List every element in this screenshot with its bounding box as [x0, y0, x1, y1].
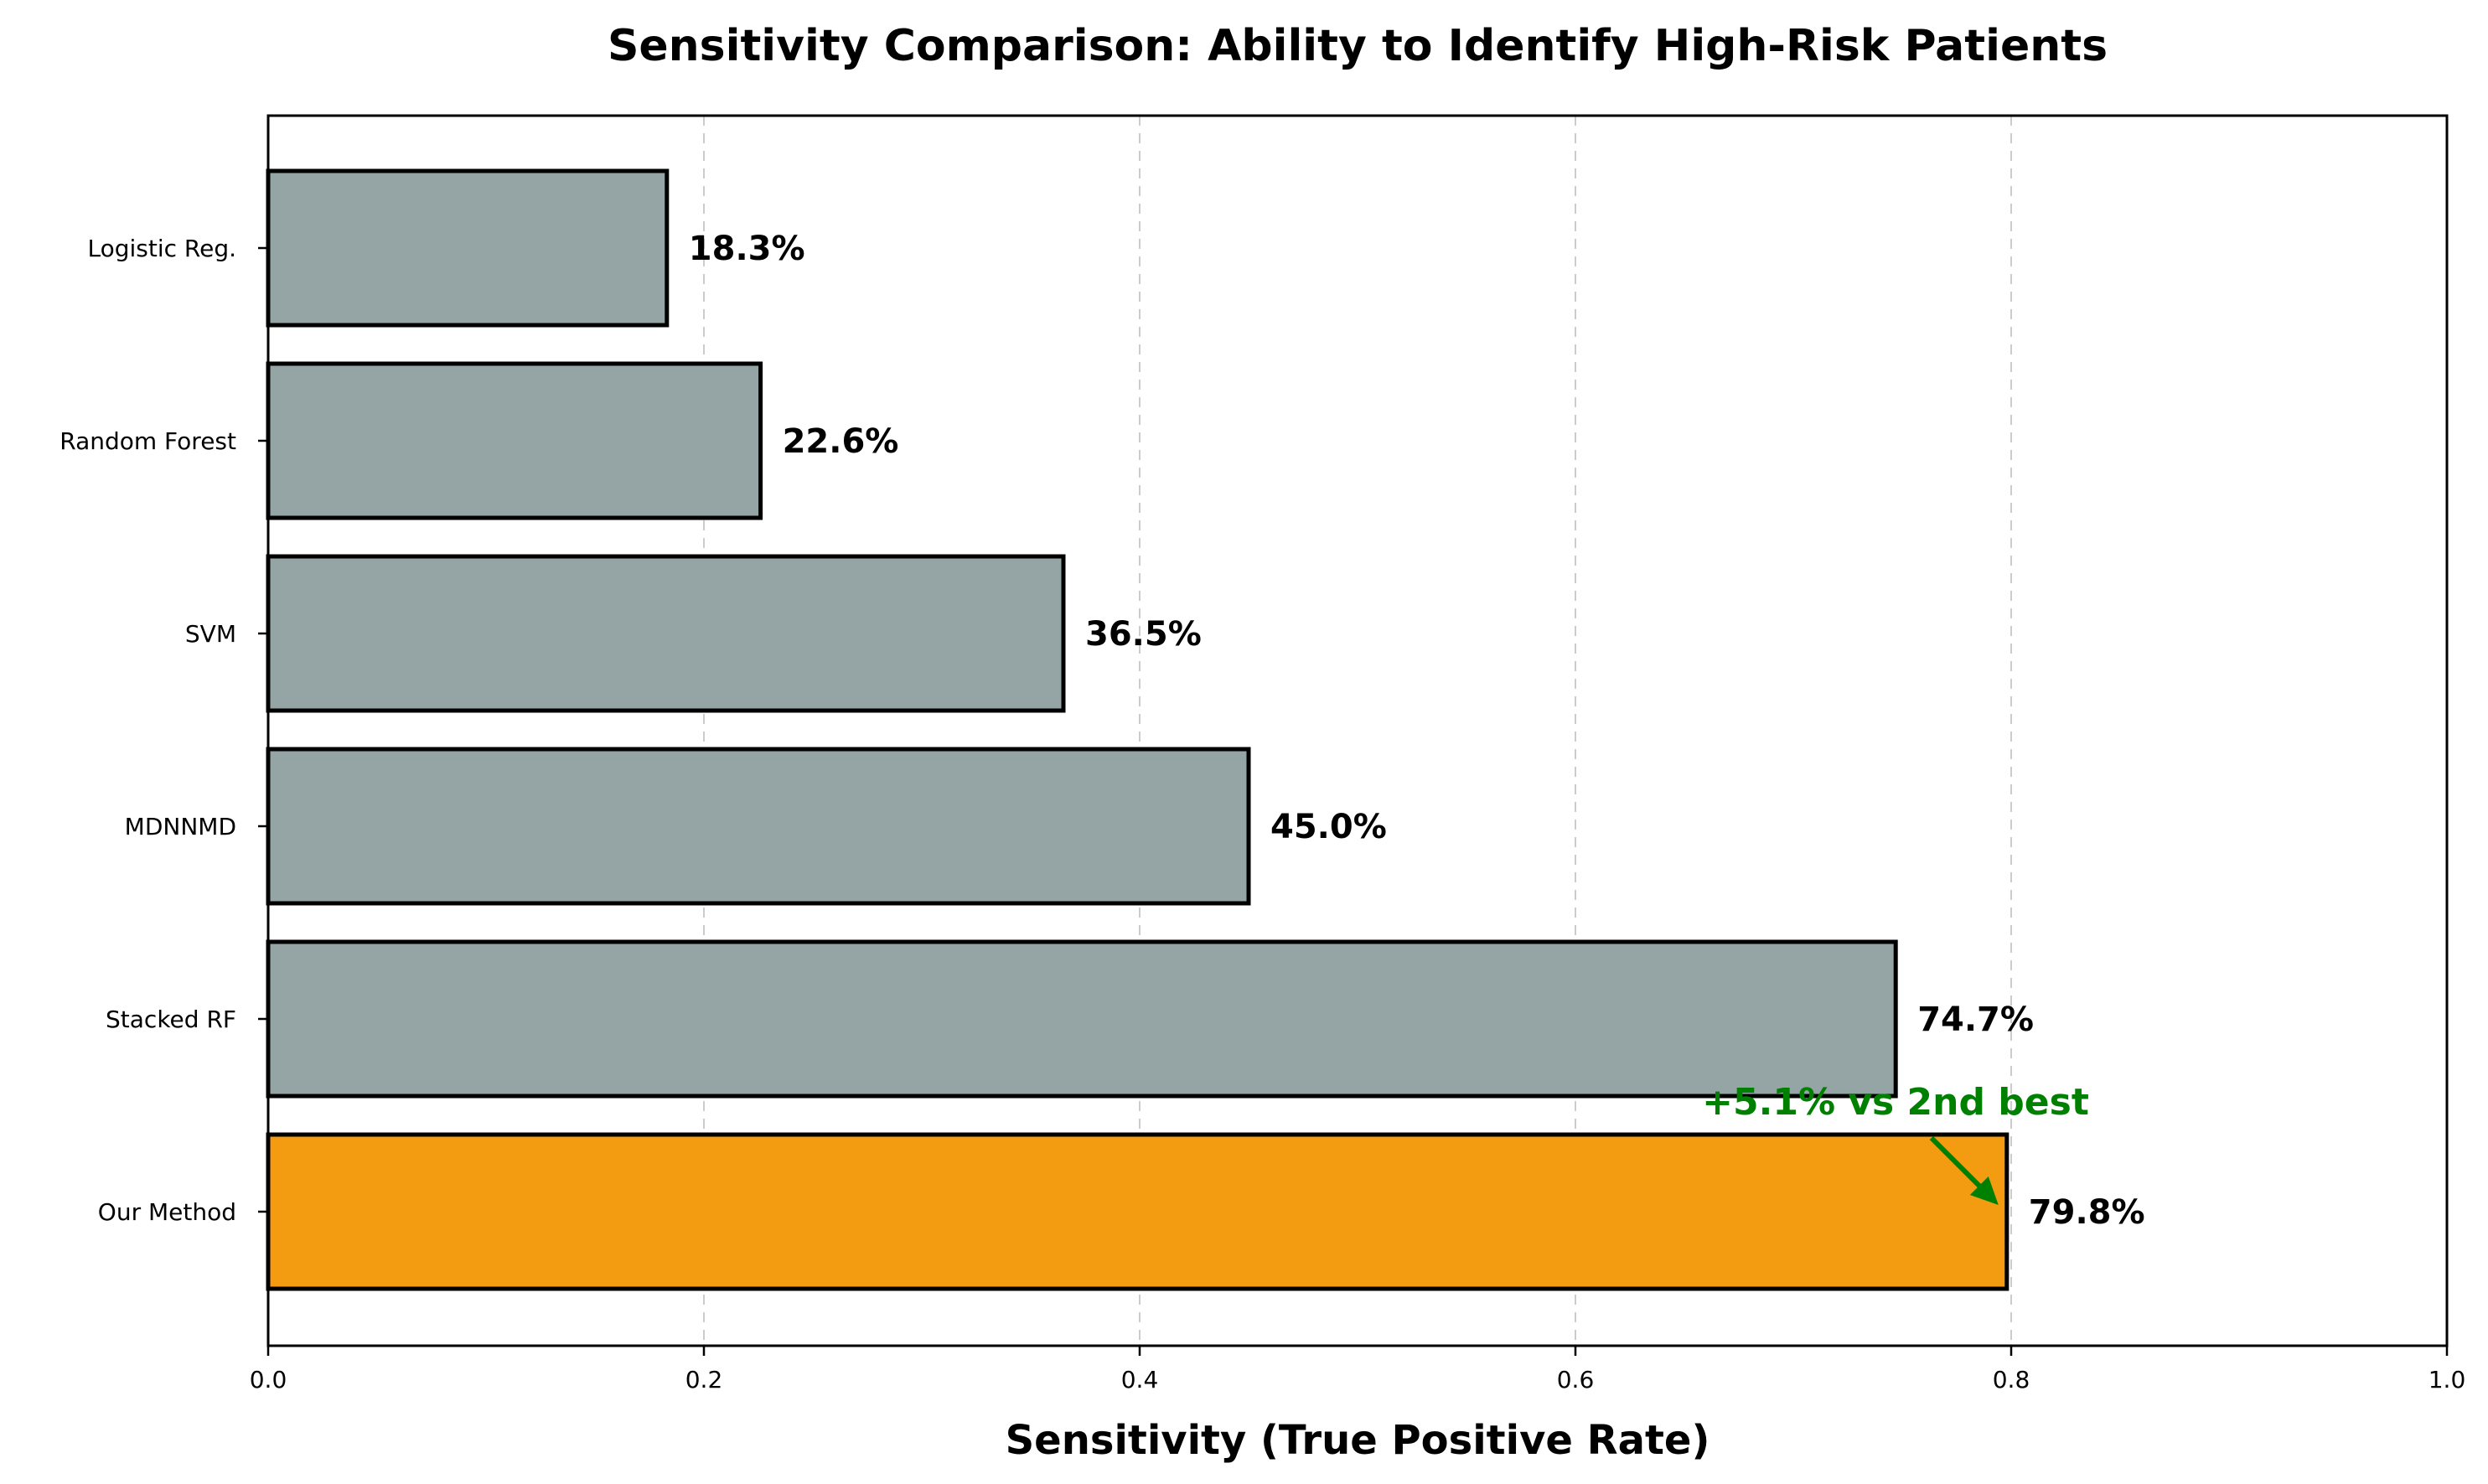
- bar: [266, 1132, 2010, 1291]
- annotation-group: +5.1% vs 2nd best: [1702, 1081, 2089, 1205]
- axes-frame: [266, 114, 2449, 1347]
- bar: [266, 361, 763, 520]
- value-label: 79.8%: [2029, 1193, 2145, 1232]
- bar: [266, 939, 1898, 1099]
- value-label: 45.0%: [1270, 808, 1387, 846]
- chart-title: Sensitivity Comparison: Ability to Ident…: [608, 21, 2108, 71]
- value-label: 36.5%: [1085, 615, 1202, 654]
- y-tick-label: Logistic Reg.: [87, 235, 236, 262]
- x-axis-label: Sensitivity (True Positive Rate): [1006, 1417, 1710, 1464]
- bars-group: [266, 168, 2010, 1291]
- x-tick-label: 0.6: [1557, 1366, 1595, 1394]
- y-tick-label: MDNNMD: [125, 813, 236, 840]
- annotation-arrow: [1929, 1135, 1989, 1196]
- x-tick-label: 1.0: [2429, 1366, 2466, 1394]
- y-axis-ticks: Logistic Reg. Random Forest SVM MDNNMD Stack…: [59, 235, 268, 1226]
- y-tick-label: Our Method: [98, 1198, 236, 1226]
- bar: [266, 747, 1251, 906]
- x-axis-ticks: 0.0 0.2 0.4 0.6 0.8 1.0: [250, 1346, 2466, 1394]
- x-tick-label: 0.0: [250, 1366, 287, 1394]
- y-tick-label: SVM: [185, 620, 236, 648]
- annotation-text: +5.1% vs 2nd best: [1702, 1081, 2089, 1124]
- x-tick-label: 0.8: [1993, 1366, 2030, 1394]
- bar: [266, 554, 1066, 713]
- x-tick-label: 0.4: [1121, 1366, 1159, 1394]
- y-tick-label: Random Forest: [59, 427, 236, 455]
- annotation-arrowhead: [1969, 1176, 1999, 1205]
- value-labels: 18.3% 22.6% 36.5% 45.0% 74.7% 79.8%: [689, 230, 2145, 1232]
- value-label: 22.6%: [783, 422, 899, 461]
- y-tick-label: Stacked RF: [106, 1006, 236, 1033]
- value-label: 74.7%: [1917, 1001, 2034, 1039]
- x-tick-label: 0.2: [685, 1366, 723, 1394]
- bar: [266, 168, 670, 328]
- value-label: 18.3%: [689, 230, 805, 268]
